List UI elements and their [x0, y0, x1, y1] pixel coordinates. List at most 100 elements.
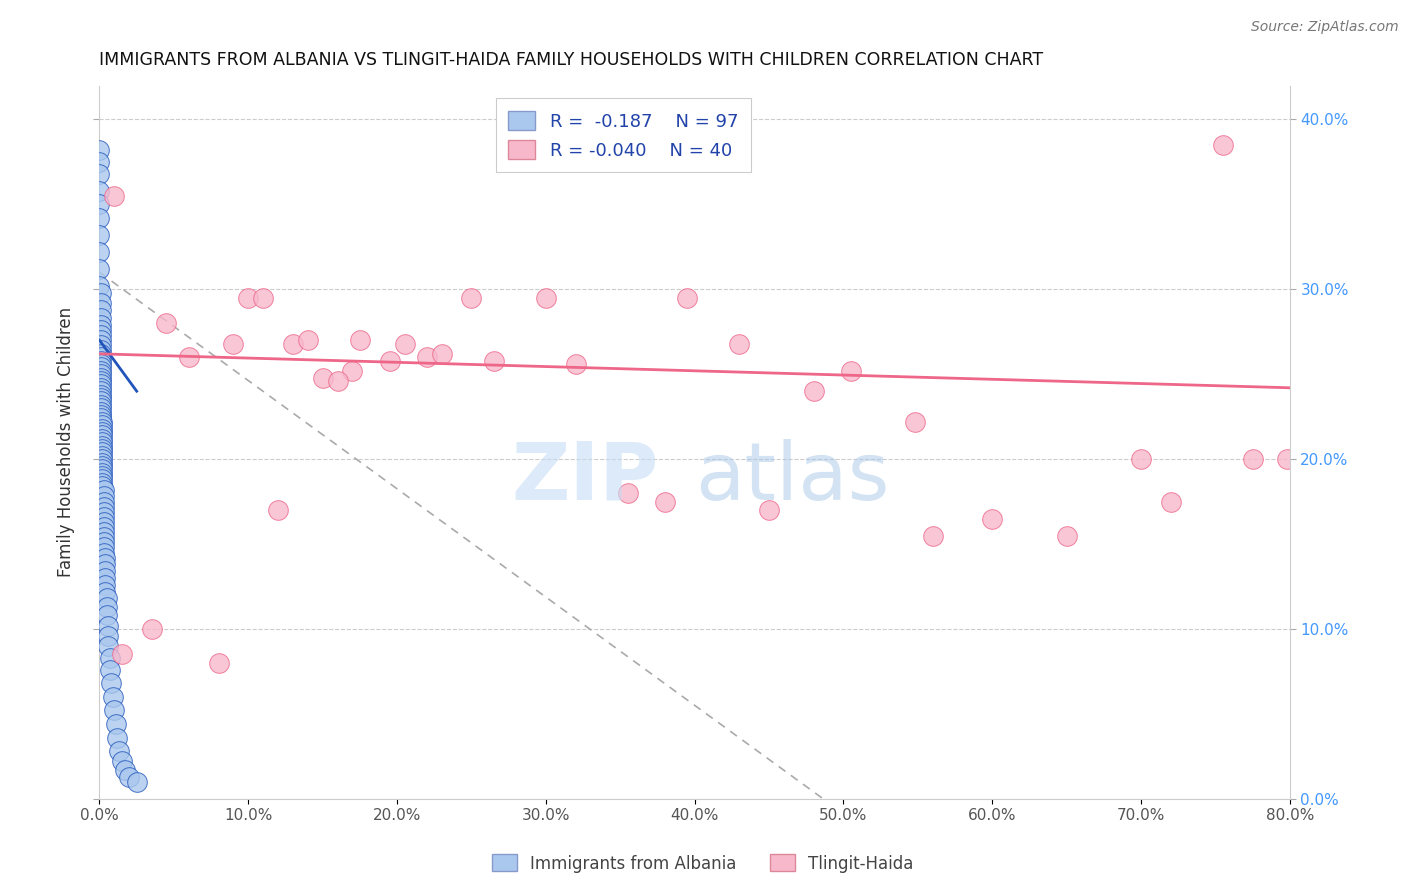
- Point: [90, 360, 112, 375]
- Point: [91, 456, 114, 470]
- Point: [93, 515, 115, 529]
- Point: [1241, 452, 1264, 467]
- Point: [1160, 494, 1182, 508]
- Point: [89, 155, 111, 169]
- Point: [94, 564, 117, 578]
- Point: [89, 184, 111, 198]
- Point: [89, 211, 111, 225]
- Point: [93, 530, 115, 544]
- Text: Source: ZipAtlas.com: Source: ZipAtlas.com: [1251, 20, 1399, 34]
- Point: [1056, 528, 1078, 542]
- Point: [96, 591, 118, 606]
- Point: [89, 244, 111, 259]
- Point: [89, 143, 111, 157]
- Point: [93, 535, 115, 549]
- Point: [93, 545, 115, 559]
- Point: [91, 475, 114, 490]
- Point: [676, 291, 699, 305]
- Point: [94, 571, 117, 585]
- Point: [93, 500, 115, 514]
- Point: [90, 411, 112, 425]
- Point: [90, 338, 112, 352]
- Point: [141, 622, 163, 636]
- Point: [97, 629, 120, 643]
- Point: [90, 408, 112, 422]
- Point: [94, 578, 117, 592]
- Point: [89, 279, 111, 293]
- Point: [90, 347, 112, 361]
- Point: [93, 494, 115, 508]
- Point: [90, 401, 112, 416]
- Point: [90, 370, 112, 384]
- Point: [100, 676, 122, 690]
- Point: [91, 425, 114, 439]
- Point: [238, 291, 260, 305]
- Point: [90, 357, 112, 371]
- Point: [654, 494, 676, 508]
- Point: [111, 648, 134, 662]
- Point: [90, 328, 112, 343]
- Point: [97, 639, 120, 653]
- Point: [1130, 452, 1153, 467]
- Point: [534, 291, 557, 305]
- Point: [91, 462, 114, 476]
- Point: [91, 458, 114, 473]
- Point: [90, 296, 112, 310]
- Point: [90, 311, 112, 326]
- Point: [90, 285, 112, 300]
- Point: [460, 291, 482, 305]
- Point: [93, 490, 115, 504]
- Point: [90, 391, 112, 405]
- Point: [90, 323, 112, 337]
- Point: [91, 479, 114, 493]
- Point: [394, 336, 416, 351]
- Point: [91, 469, 114, 483]
- Point: [97, 618, 120, 632]
- Point: [90, 353, 112, 368]
- Point: [482, 353, 505, 368]
- Point: [98, 650, 121, 665]
- Point: [416, 350, 439, 364]
- Point: [90, 350, 112, 364]
- Point: [1212, 138, 1234, 153]
- Point: [93, 509, 115, 524]
- Point: [312, 370, 335, 384]
- Point: [91, 421, 114, 435]
- Point: [108, 744, 131, 758]
- Point: [207, 656, 229, 670]
- Point: [91, 452, 114, 467]
- Point: [118, 770, 141, 784]
- Point: [90, 387, 112, 401]
- Point: [177, 350, 200, 364]
- Point: [222, 336, 245, 351]
- Point: [91, 415, 114, 429]
- Point: [90, 394, 112, 409]
- Point: [90, 377, 112, 392]
- Point: [94, 558, 117, 572]
- Point: [326, 374, 349, 388]
- Point: [91, 445, 114, 459]
- Point: [349, 333, 371, 347]
- Point: [101, 690, 124, 704]
- Point: [89, 167, 111, 181]
- Y-axis label: Family Households with Children: Family Households with Children: [58, 307, 75, 577]
- Point: [93, 505, 115, 519]
- Point: [125, 774, 148, 789]
- Point: [91, 432, 114, 446]
- Point: [90, 302, 112, 317]
- Point: [91, 449, 114, 463]
- Point: [96, 599, 118, 614]
- Text: atlas: atlas: [695, 439, 889, 516]
- Point: [89, 227, 111, 242]
- Point: [91, 428, 114, 442]
- Point: [91, 438, 114, 452]
- Point: [93, 483, 115, 497]
- Point: [93, 525, 115, 540]
- Point: [93, 520, 115, 534]
- Point: [342, 364, 364, 378]
- Point: [803, 384, 825, 399]
- Point: [98, 663, 121, 677]
- Point: [1275, 452, 1298, 467]
- Point: [921, 528, 943, 542]
- Point: [91, 466, 114, 480]
